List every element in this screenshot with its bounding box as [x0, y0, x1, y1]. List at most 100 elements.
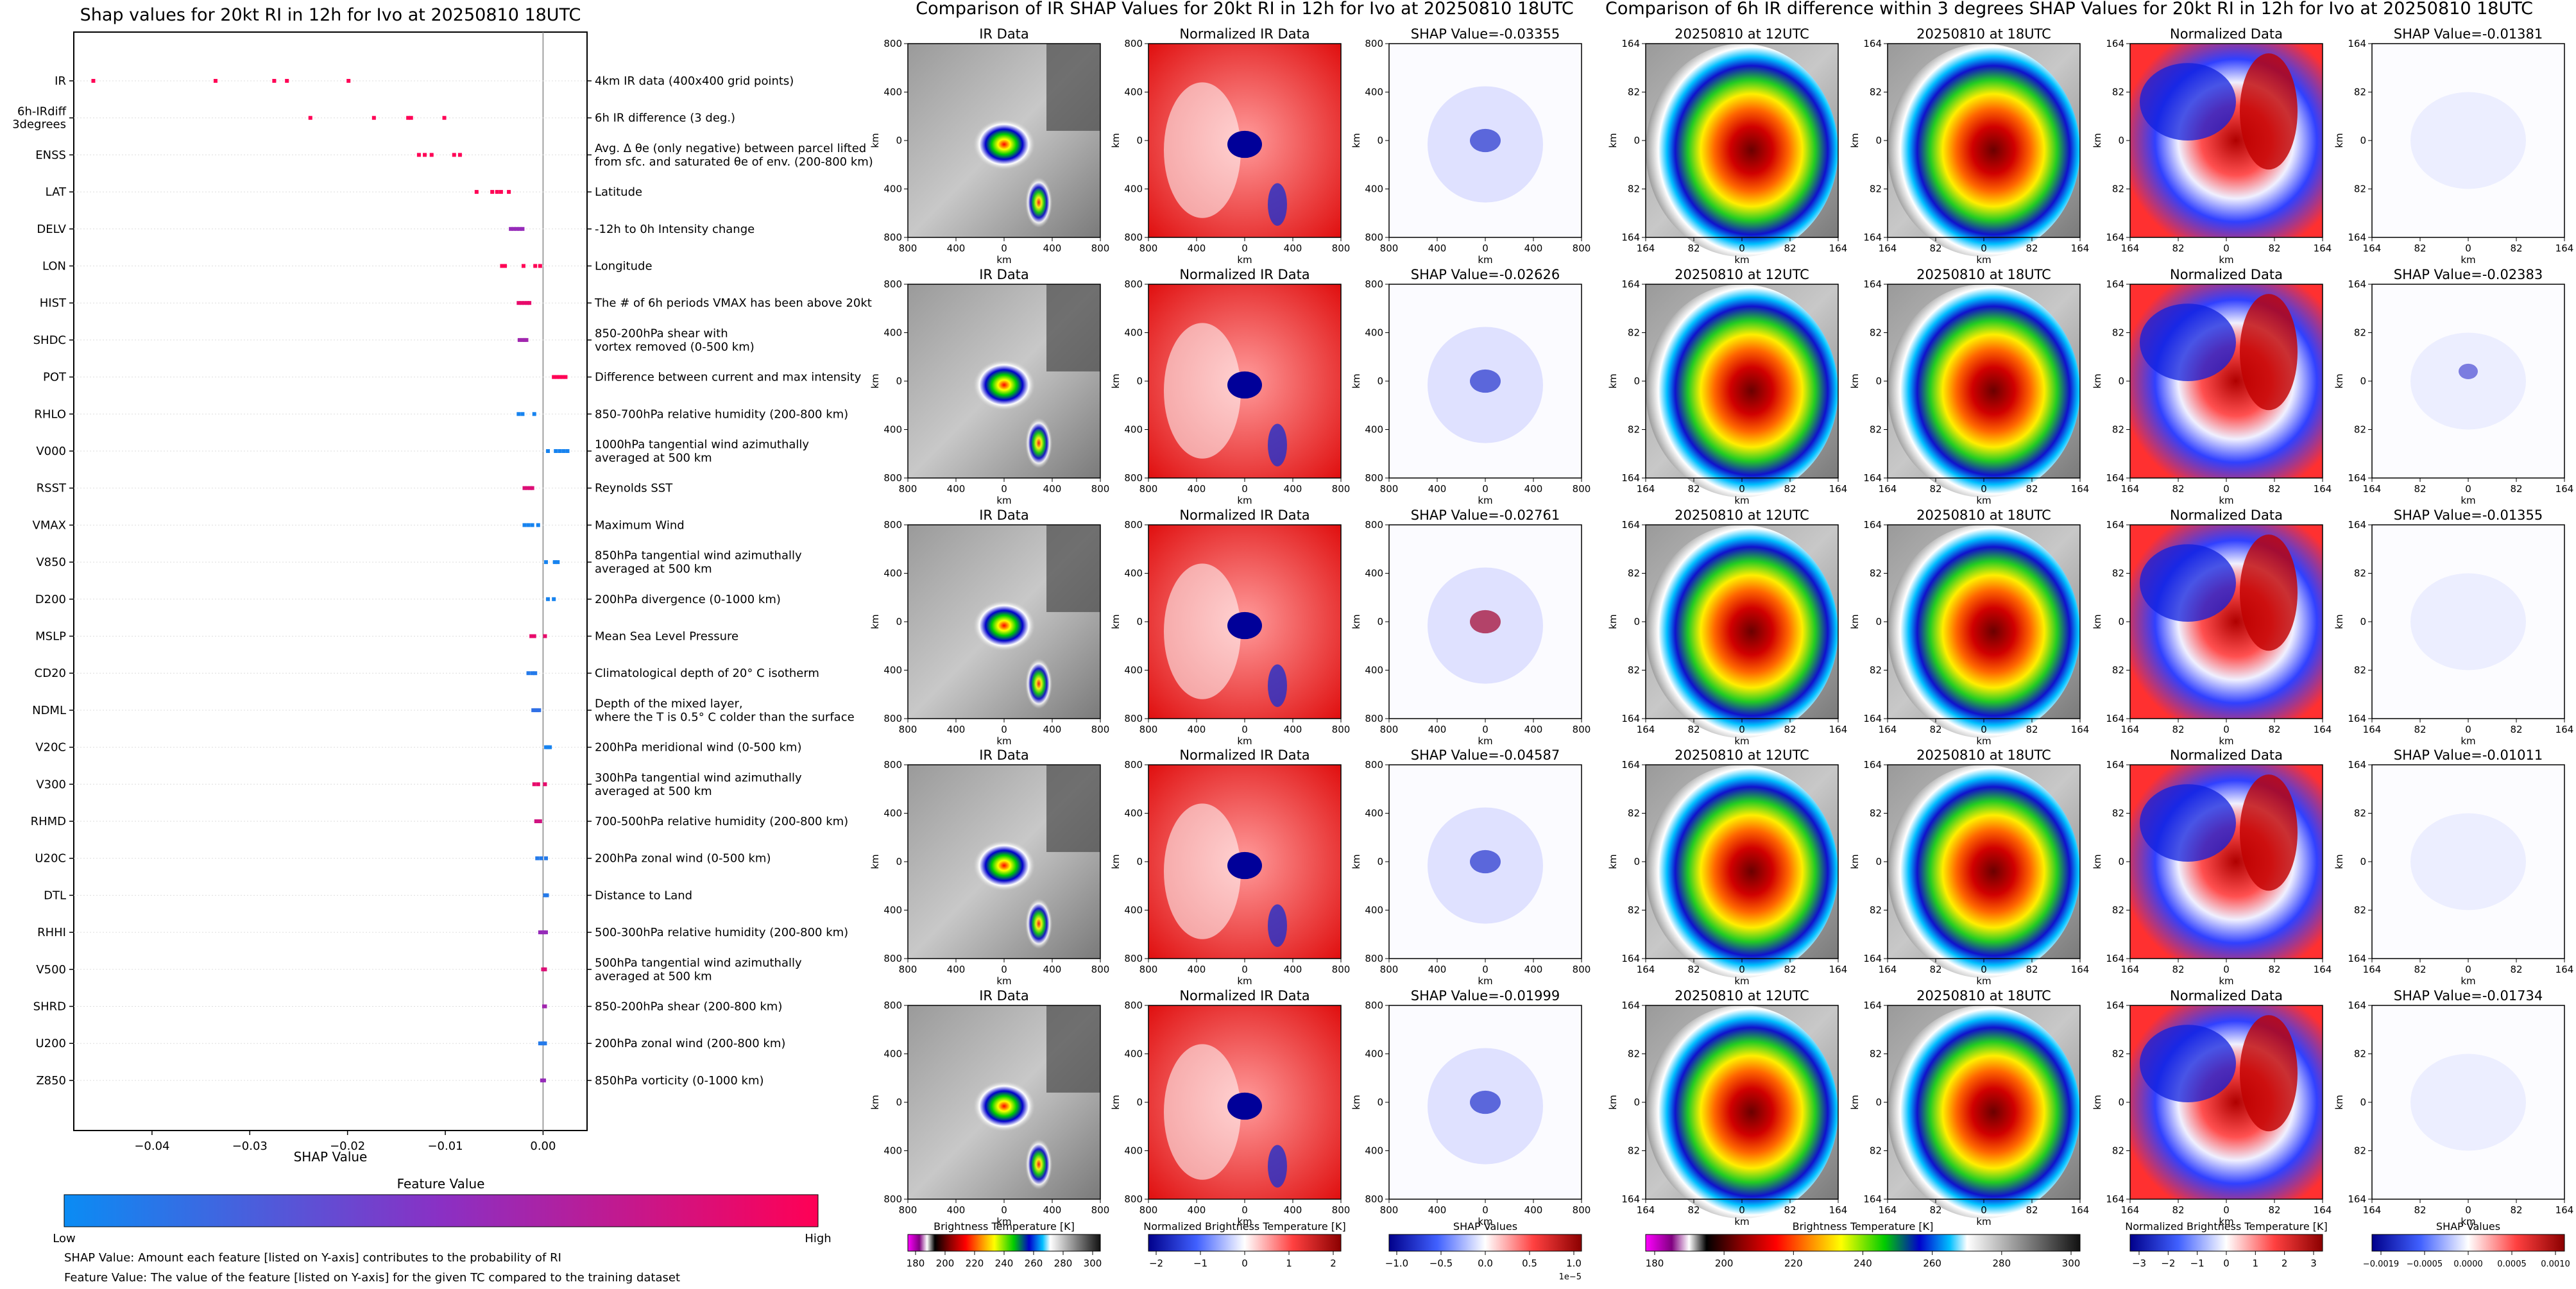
y-tick-label: 800: [1365, 1000, 1383, 1011]
y-tick-label: 164: [1621, 519, 1640, 531]
colorbar-tick-label: 180: [1646, 1258, 1664, 1269]
feature-label: V300: [36, 778, 66, 791]
shap-point: [500, 264, 504, 268]
colorbar-tick-label: 220: [1784, 1258, 1803, 1269]
shap-point: [519, 301, 524, 305]
shap-point: [534, 819, 538, 823]
colorbar-tick-label: 180: [907, 1258, 925, 1269]
y-axis-label: km: [1607, 614, 1619, 629]
y-tick-label: 82: [2112, 184, 2124, 195]
shap-blob: [2410, 1054, 2526, 1151]
shap-point: [213, 79, 218, 83]
feature-description: Avg. Δ θe (only negative) between parcel…: [595, 142, 866, 155]
feature-description: 200hPa meridional wind (0-500 km): [595, 741, 801, 755]
y-tick-label: 82: [2354, 568, 2366, 579]
y-tick-label: 164: [2106, 713, 2124, 724]
shap-point: [520, 337, 525, 342]
y-axis-label: km: [1607, 854, 1619, 869]
x-tick-label: 0: [1001, 724, 1007, 735]
y-tick-label: 800: [1124, 519, 1143, 531]
shap-point: [544, 856, 548, 860]
x-tick-label: 800: [1139, 724, 1158, 735]
x-tick-label: 800: [1139, 243, 1158, 254]
diff-18utc-title: 20250810 at 18UTC: [1916, 508, 2051, 523]
y-axis-label: km: [2333, 854, 2345, 869]
y-tick-label: 400: [883, 1145, 902, 1157]
x-tick-label: 0: [2465, 724, 2471, 735]
y-tick-label: 82: [1628, 424, 1640, 436]
x-tick-label: 82: [1929, 243, 1941, 254]
storm-core: [1888, 525, 2080, 738]
x-tick-label: 400: [1284, 964, 1302, 975]
cloud-swirl: [1164, 1044, 1241, 1180]
shap-point: [524, 337, 529, 342]
x-tick-label: 400: [1043, 483, 1062, 495]
x-tick-label: 82: [2414, 964, 2426, 975]
colorbar-label: Normalized Brightness Temperature [K]: [2125, 1220, 2328, 1233]
feature-description: 850-200hPa shear (200-800 km): [595, 1000, 782, 1014]
feature-description: 850hPa vorticity (0-1000 km): [595, 1074, 764, 1088]
storm-core: [1888, 1005, 2080, 1219]
x-tick-label: 0: [1981, 724, 1987, 735]
x-tick-label: 0.00: [530, 1140, 556, 1153]
y-tick-label: 164: [2348, 278, 2366, 290]
colorbar-high-label: High: [805, 1232, 831, 1245]
shap-point: [546, 745, 550, 749]
cloud-swirl: [1164, 803, 1241, 939]
colorbar-label: SHAP Values: [2436, 1220, 2500, 1233]
x-tick-label: 400: [1284, 483, 1302, 495]
x-tick-label: 82: [1929, 483, 1941, 495]
y-tick-label: 82: [2112, 1145, 2124, 1157]
shap-point: [520, 226, 525, 231]
x-tick-label: 164: [2363, 724, 2382, 735]
diff-12utc-title: 20250810 at 12UTC: [1675, 267, 1809, 282]
y-tick-label: 164: [2348, 1000, 2366, 1011]
y-tick-label: 0: [2360, 1097, 2366, 1108]
shap-point: [539, 856, 543, 860]
diff-normalized-title: Normalized Data: [2170, 988, 2283, 1003]
shap-point: [536, 782, 540, 787]
y-tick-label: 800: [883, 232, 902, 243]
y-tick-label: 82: [1870, 424, 1882, 436]
shap-point: [543, 893, 547, 898]
y-tick-label: 800: [883, 519, 902, 531]
y-tick-label: 400: [883, 184, 902, 195]
colorbar-tick-label: 3: [2310, 1258, 2317, 1269]
colorbar-tick-label: 1: [1286, 1258, 1292, 1269]
shap-point: [91, 79, 96, 83]
x-tick-label: 82: [2172, 724, 2184, 735]
shap-point: [536, 819, 540, 823]
y-tick-label: 82: [1628, 1048, 1640, 1060]
x-tick-label: 0: [1981, 483, 1987, 495]
shap-point: [543, 1004, 547, 1009]
y-tick-label: 0: [1875, 375, 1882, 387]
y-tick-label: 400: [1365, 665, 1383, 676]
y-tick-label: 82: [2112, 665, 2124, 676]
x-tick-label: 82: [2268, 1204, 2280, 1216]
x-axis-label: km: [2219, 735, 2233, 747]
y-tick-label: 0: [896, 375, 902, 387]
y-tick-label: 0: [1377, 856, 1383, 867]
y-tick-label: 800: [1124, 472, 1143, 484]
feature-description: 500hPa tangential wind azimuthally: [595, 956, 802, 969]
colorbar-label: Normalized Brightness Temperature [K]: [1143, 1220, 1346, 1233]
x-tick-label: 0: [2223, 243, 2230, 254]
x-tick-label: 0: [1482, 483, 1488, 495]
colorbar-tick-label: −1: [1193, 1258, 1207, 1269]
x-tick-label: 164: [1829, 243, 1848, 254]
ir-data-title: IR Data: [979, 26, 1029, 42]
y-tick-label: 82: [2112, 905, 2124, 916]
diff-shap-title: SHAP Value=-0.01734: [2394, 988, 2543, 1003]
shap-point: [522, 523, 527, 527]
x-tick-label: 800: [1573, 243, 1591, 254]
x-tick-label: 0: [1001, 243, 1007, 254]
x-tick-label: 800: [1091, 483, 1110, 495]
feature-description: 300hPa tangential wind azimuthally: [595, 771, 802, 785]
feature-label: V20C: [35, 741, 66, 755]
